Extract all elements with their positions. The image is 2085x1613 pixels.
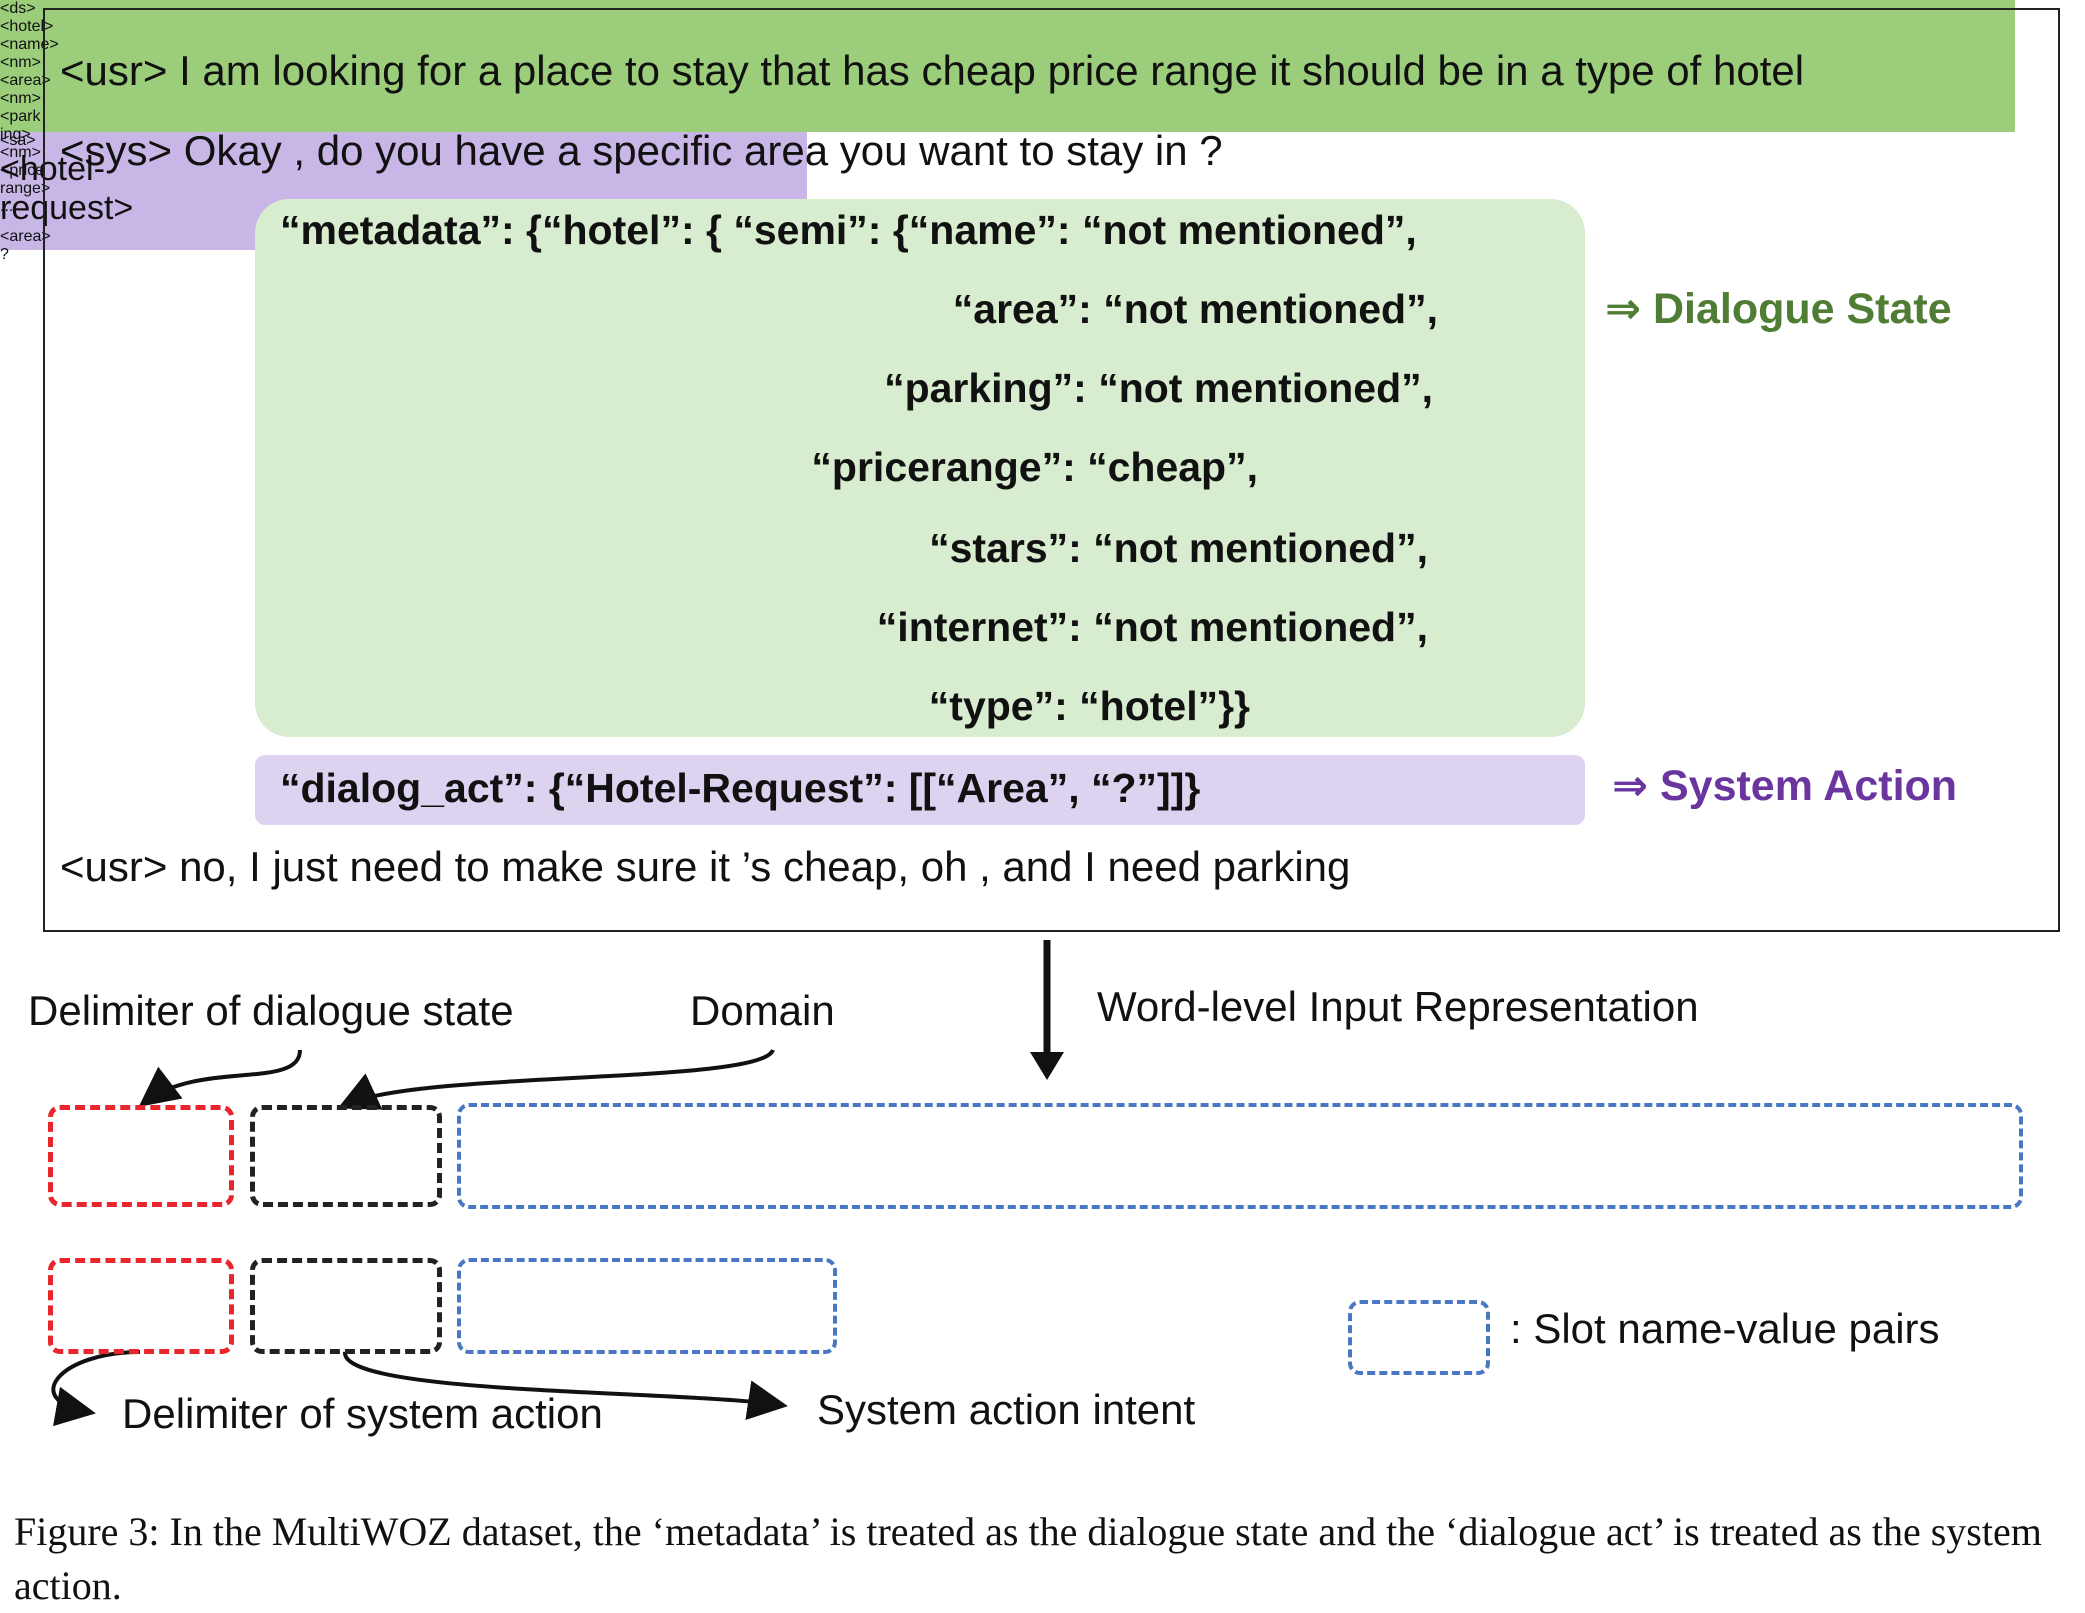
sa-domain-dashed-box [250, 1258, 442, 1354]
ds-token: <nm> [0, 90, 41, 107]
metadata-line-3: “parking”: “not mentioned”, [884, 365, 1433, 411]
ds-slot-dashed-box [457, 1103, 2023, 1209]
word-level-label: Word-level Input Representation [1097, 983, 1699, 1030]
metadata-line-6: “internet”: “not mentioned”, [876, 604, 1428, 650]
domain-curve [337, 1048, 775, 1110]
sa-slot-dashed-box [457, 1258, 837, 1354]
ds-token: <price range> [0, 162, 51, 197]
system-utterance-1: <sys> Okay , do you have a specific area… [60, 127, 1223, 174]
dialog-act-line: “dialog_act”: {“Hotel-Request”: [[“Area”… [280, 765, 1201, 811]
metadata-line-2: “area”: “not mentioned”, [952, 286, 1438, 332]
domain-label: Domain [690, 987, 835, 1034]
delimiter-ds-curve [138, 1049, 302, 1107]
ds-token: <nm> [0, 144, 41, 161]
ds-token: <ds> [0, 0, 36, 17]
sa-token: <sa> [0, 132, 36, 149]
down-arrow-head [1030, 1052, 1064, 1080]
ds-token: <area> [0, 72, 51, 89]
delimiter-system-action-label: Delimiter of system action [122, 1390, 603, 1437]
ds-token: ... [0, 198, 14, 215]
ds-domain-dashed-box [250, 1105, 442, 1207]
sa-intent-curve [342, 1351, 788, 1421]
ds-token: <park ing> [0, 108, 41, 143]
dialogue-state-label: ⇒ Dialogue State [1605, 285, 1952, 333]
figure-caption: Figure 3: In the MultiWOZ dataset, the ‘… [14, 1509, 2042, 1608]
metadata-line-7: “type”: “hotel”}} [928, 683, 1250, 729]
sa-delimiter-dashed-box [48, 1258, 234, 1354]
user-utterance-1: <usr> I am looking for a place to stay t… [60, 47, 1805, 94]
dialogue-example-box [43, 8, 2060, 932]
sa-token: ? [0, 246, 9, 263]
metadata-line-5: “stars”: “not mentioned”, [929, 525, 1428, 571]
dialogue-state-panel [255, 199, 1585, 737]
ds-delimiter-dashed-box [48, 1105, 234, 1207]
sa-token: <hotel- request> [0, 150, 134, 227]
system-action-label: ⇒ System Action [1612, 762, 1958, 810]
slot-legend-swatch [1348, 1300, 1490, 1375]
slot-legend-label: : Slot name-value pairs [1510, 1305, 1940, 1352]
delimiter-dialogue-state-label: Delimiter of dialogue state [28, 987, 514, 1034]
sa-token: <area> [0, 228, 51, 245]
system-action-panel [255, 755, 1585, 825]
user-utterance-2: <usr> no, I just need to make sure it ’s… [60, 843, 1351, 890]
metadata-line-4: “pricerange”: “cheap”, [811, 444, 1258, 490]
ds-token: <nm> [0, 54, 41, 71]
dialogue-state-token-row: <ds> <hotel> <name> <nm> <area> <nm> <pa… [0, 0, 2015, 215]
delimiter-sa-curve [51, 1350, 141, 1427]
system-action-intent-label: System action intent [817, 1386, 1196, 1433]
metadata-line-1: “metadata”: {“hotel”: { “semi”: {“name”:… [280, 207, 1417, 253]
ds-token: <hotel> [0, 18, 54, 35]
